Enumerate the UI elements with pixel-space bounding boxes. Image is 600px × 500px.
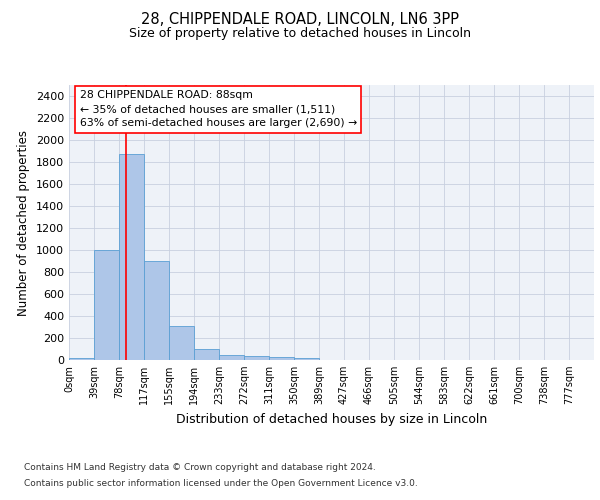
Bar (94, 250, 119, 360)
Bar (169, 326, 194, 360)
Bar (244, 356, 269, 360)
Bar (269, 357, 294, 360)
Bar (219, 354, 244, 360)
Bar (119, 154, 144, 360)
Text: Contains HM Land Registry data © Crown copyright and database right 2024.: Contains HM Land Registry data © Crown c… (24, 464, 376, 472)
Y-axis label: Number of detached properties: Number of detached properties (17, 130, 31, 316)
X-axis label: Distribution of detached houses by size in Lincoln: Distribution of detached houses by size … (176, 412, 487, 426)
Bar (294, 358, 319, 360)
Text: Contains public sector information licensed under the Open Government Licence v3: Contains public sector information licen… (24, 478, 418, 488)
Text: 28, CHIPPENDALE ROAD, LINCOLN, LN6 3PP: 28, CHIPPENDALE ROAD, LINCOLN, LN6 3PP (141, 12, 459, 28)
Text: Size of property relative to detached houses in Lincoln: Size of property relative to detached ho… (129, 28, 471, 40)
Bar (69, 358, 94, 360)
Bar (194, 349, 219, 360)
Text: 28 CHIPPENDALE ROAD: 88sqm
← 35% of detached houses are smaller (1,511)
63% of s: 28 CHIPPENDALE ROAD: 88sqm ← 35% of deta… (79, 90, 357, 128)
Bar (144, 261, 169, 360)
